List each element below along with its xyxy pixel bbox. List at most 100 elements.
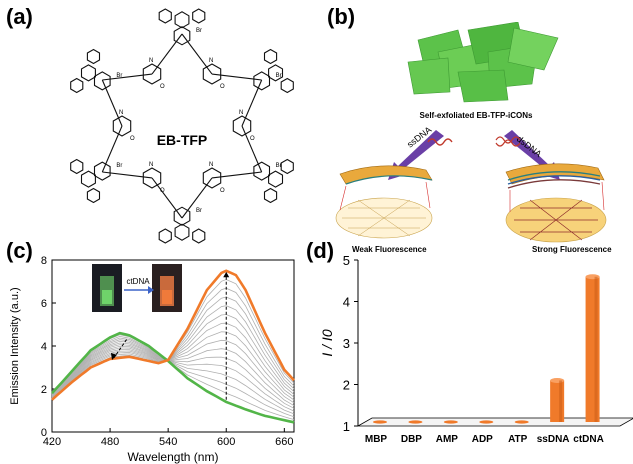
core-ring	[173, 206, 191, 226]
bond	[151, 33, 183, 75]
bond	[101, 125, 123, 173]
intermediate-spectrum	[51, 331, 295, 401]
selectivity-bar-chart: 1 2 3 4 5 I / I0 MBP DBP AMP ADP ATP ssDNA ctDNA	[319, 253, 633, 445]
nitrogen-label: N	[209, 58, 213, 64]
y-tick-label: 4	[41, 341, 47, 353]
intermediate-spectrum	[51, 337, 295, 415]
panel-b-letter: (b)	[327, 4, 356, 29]
category-label: AMP	[436, 434, 459, 445]
y-tick-label: 6	[41, 298, 47, 310]
vial-before	[92, 264, 122, 312]
panel-a-letter: (a)	[6, 4, 33, 29]
bromide-label: Br	[196, 28, 202, 34]
oxygen-label: O	[160, 188, 165, 194]
linker-ring	[112, 115, 132, 137]
linker-ring	[142, 63, 162, 85]
exfoliation-schematic: Self-exfoliated EB-TFP-iCONs ssDNA dsDNA…	[335, 22, 612, 254]
intermediate-spectrum	[51, 305, 295, 399]
intermediate-spectrum	[51, 339, 295, 412]
bond	[102, 73, 153, 81]
intermediate-spectrum	[51, 296, 295, 399]
bond	[181, 177, 213, 219]
core-ring	[93, 161, 111, 181]
schematic-title: Self-exfoliated EB-TFP-iCONs	[420, 111, 533, 120]
y-tick-label: 1	[343, 419, 350, 434]
y-tick-label: 5	[343, 253, 350, 268]
bond	[102, 171, 153, 179]
y-tick-label: 0	[41, 427, 47, 439]
bond	[211, 73, 262, 81]
weak-fluorescence-caption: Weak Fluorescence	[352, 245, 427, 254]
green-nanosheets	[407, 22, 559, 103]
category-label: ctDNA	[573, 434, 604, 445]
category-label: DBP	[401, 434, 422, 445]
phenyl-ring	[158, 228, 172, 244]
nitrogen-label: N	[149, 162, 153, 168]
phenyl-ring	[86, 187, 101, 204]
phenyl-ring	[268, 170, 284, 188]
x-tick-label: 480	[101, 436, 119, 448]
phenyl-ring	[174, 11, 190, 29]
category-label: ATP	[508, 434, 528, 445]
intermediate-spectrum	[51, 340, 295, 409]
nitrogen-label: N	[209, 162, 213, 168]
bar	[443, 420, 458, 424]
bar	[479, 420, 494, 424]
lattice-strong	[505, 197, 607, 243]
nitrogen-label: N	[239, 110, 243, 116]
arrow-decrease-head	[110, 352, 117, 360]
bond	[241, 79, 263, 127]
x-tick-label: 540	[159, 436, 177, 448]
chemical-structure-eb-tfp: Br Br Br Br Br Br N O N O N O N O N O N O EB-TFP	[70, 8, 294, 244]
bond	[241, 125, 263, 173]
bromide-label: Br	[116, 163, 122, 169]
bar	[373, 420, 387, 424]
linker-ring	[142, 167, 162, 189]
y-axis-label: Emission Intensity (a.u.)	[9, 287, 21, 404]
phenyl-ring	[192, 228, 206, 244]
core-ring	[253, 71, 271, 91]
oxygen-label: O	[130, 136, 135, 142]
y-tick-label: 2	[41, 384, 47, 396]
inset-ctdna-label: ctDNA	[126, 277, 150, 286]
phenyl-ring	[263, 187, 278, 204]
bond	[181, 33, 213, 75]
y-tick-label: 4	[343, 295, 350, 310]
y-tick-label: 2	[343, 378, 350, 393]
initial-spectrum-green	[51, 331, 295, 424]
vial-after	[152, 264, 182, 312]
panel-c-letter: (c)	[6, 238, 33, 263]
linker-ring	[232, 115, 252, 137]
bromide-label: Br	[196, 208, 202, 214]
intermediate-spectrum	[51, 342, 295, 406]
y-axis-label: I / I0	[319, 329, 335, 356]
phenyl-ring	[280, 158, 294, 175]
linker-ring	[202, 63, 222, 85]
y-tick-label: 8	[41, 255, 47, 267]
intermediate-spectrum	[51, 322, 295, 398]
nitrogen-label: N	[149, 58, 153, 64]
oxygen-label: O	[250, 136, 255, 142]
phenyl-ring	[263, 48, 278, 65]
phenyl-ring	[268, 64, 284, 82]
intermediate-spectrum	[51, 334, 295, 420]
category-label: ADP	[472, 434, 493, 445]
intermediate-spectrum	[51, 339, 295, 404]
dsdna-strand	[495, 136, 521, 147]
category-label: MBP	[365, 434, 388, 445]
bar-shade	[594, 276, 598, 422]
bar	[408, 420, 423, 424]
core-ring	[253, 161, 271, 181]
eb-tfp-label: EB-TFP	[157, 132, 208, 148]
oxygen-label: O	[220, 84, 225, 90]
x-axis-label: Wavelength (nm)	[128, 450, 219, 464]
linker-ring	[202, 167, 222, 189]
phenyl-ring	[70, 158, 84, 175]
x-tick-label: 420	[43, 436, 61, 448]
core-ring	[173, 26, 191, 46]
bond	[211, 171, 262, 179]
floor-plane	[356, 417, 633, 427]
bond	[101, 79, 123, 127]
phenyl-ring	[80, 64, 96, 82]
phenyl-ring	[80, 170, 96, 188]
